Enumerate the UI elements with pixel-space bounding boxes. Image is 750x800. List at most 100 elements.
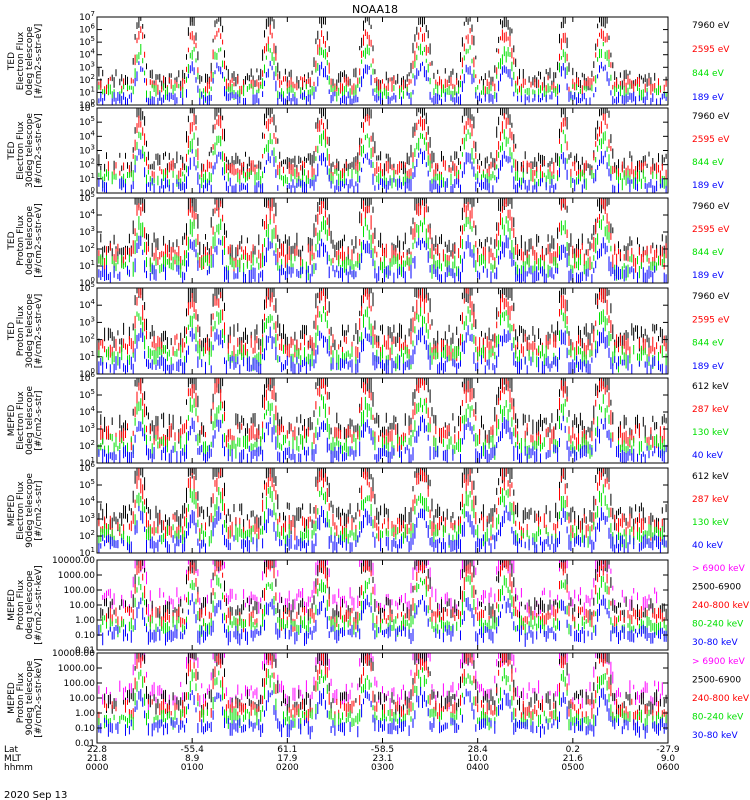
y-axis-label-line: Electron Flux [16,481,26,540]
y-axis-label-line: [#/cm2-s-str-eV] [34,24,44,99]
legend-entry: 189 eV [692,181,725,191]
y-tick-label: 106 [79,23,95,36]
y-tick-label: 104 [79,129,95,142]
legend-entry: 7960 eV [692,202,730,212]
y-axis-label-line: 0deg telescope [25,206,35,276]
legend-entry: 40 keV [692,451,724,461]
panel-7: 0.01 0.10 1.00 10.00 100.00 1000.00 10000.00 ME… [7,556,750,656]
legend-entry: 844 eV [692,158,725,168]
legend-entry: 80-240 keV [692,713,744,723]
x-tick-label-hhmm: 0400 [466,763,489,773]
legend-entry: 240-800 keV [692,601,750,611]
legend-entry: 2595 eV [692,315,730,325]
y-axis-label-line: TED [7,52,17,71]
x-tick-label-hhmm: 0100 [181,763,204,773]
x-tick-label-mlt: 9.0 [661,754,676,764]
trace-green [100,574,669,639]
y-tick-label: 0.01 [75,739,95,749]
y-axis-label-line: 30deg telescope [25,113,35,188]
trace-red [96,560,665,633]
x-tick-label-mlt: 17.9 [277,754,297,764]
trace-red [96,24,669,97]
y-axis-label-line: [#/cm2-s-str-keV] [34,565,44,644]
legend-entry: 7960 eV [692,21,730,31]
y-axis-label-line: Electron Flux [16,391,26,450]
y-tick-label: 1.00 [75,709,95,719]
y-axis-label-line: [#/cm2-s-str-eV] [34,203,44,278]
y-axis-label-line: [#/cm2-s-str-eV] [34,113,44,188]
y-axis-label-line: 0deg telescope [25,26,35,96]
x-tick-label-lat: 0.2 [566,745,580,755]
chart-title: NOAA18 [352,3,398,16]
legend-entry: > 6900 keV [692,564,746,574]
legend-entry: 7960 eV [692,292,730,302]
y-tick-label: 104 [79,405,95,418]
legend-entry: 844 eV [692,69,725,79]
y-tick-label: 10000.00 [52,649,95,659]
y-axis-label-line: Proton Flux [16,672,26,723]
y-axis-label-line: Proton Flux [16,579,26,630]
y-tick-label: 1.00 [75,616,95,626]
y-axis-label-line: 30deg telescope [25,293,35,368]
legend-entry: 844 eV [692,248,725,258]
y-axis-label-line: Electron Flux [16,121,26,180]
y-axis-label-line: [#/cm2-s-str-eV] [34,294,44,369]
y-axis-label-line: TED [7,231,17,250]
y-tick-label: 1000.00 [58,664,95,674]
legend-entry: 130 keV [692,428,729,438]
y-tick-label: 101 [79,350,95,363]
y-tick-label: 102 [79,333,95,346]
y-axis-label-line: MEPED [7,682,17,714]
trace-green [98,42,667,103]
y-tick-label: 102 [79,158,95,171]
legend-entry: 612 keV [692,472,729,482]
legend-entry: 2500-6900 [692,583,741,593]
y-tick-label: 107 [79,10,95,23]
y-axis-label-line: Electron Flux [16,31,26,90]
legend-entry: 287 keV [692,495,729,505]
legend-entry: 30-80 keV [692,731,738,741]
x-tick-label-lat: -27.9 [656,745,680,755]
y-axis-label-line: 90deg telescope [25,660,35,735]
y-axis-label-line: MEPED [7,405,17,437]
date-label: 2020 Sep 13 [4,790,67,800]
y-axis-label-line: MEPED [7,589,17,621]
legend-entry: 287 keV [692,405,729,415]
legend-entry: 40 keV [692,541,724,551]
legend-entry: 2595 eV [692,225,730,235]
legend-entry: 2500-6900 [692,676,741,686]
y-axis-label-line: MEPED [7,495,17,527]
y-tick-label: 101 [79,259,95,272]
y-tick-label: 102 [79,73,95,86]
legend-entry: 7960 eV [692,112,730,122]
legend-entry: 844 eV [692,339,725,349]
legend-entry: 189 eV [692,362,725,372]
x-tick-label-hhmm: 0300 [371,763,394,773]
legend-entry: 80-240 keV [692,620,744,630]
x-tick-label-lat: 61.1 [277,745,297,755]
y-tick-label: 103 [79,225,95,238]
x-tick-label-mlt: 21.8 [87,754,107,764]
y-tick-label: 105 [79,115,95,128]
axis-row-label: MLT [4,754,22,764]
x-tick-label-lat: 28.4 [468,745,488,755]
legend-entry: 189 eV [692,271,725,281]
x-tick-label-mlt: 21.6 [563,754,583,764]
y-tick-label: 104 [79,298,95,311]
y-tick-label: 103 [79,315,95,328]
legend-entry: 130 keV [692,518,729,528]
y-axis-label-line: Proton Flux [16,215,26,266]
y-tick-label: 103 [79,422,95,435]
y-axis-label-line: TED [7,141,17,160]
legend-entry: 30-80 keV [692,638,738,648]
legend-entry: > 6900 keV [692,657,746,667]
axis-row-label: Lat [4,745,19,755]
y-tick-label: 105 [79,388,95,401]
axis-row-label: hhmm [4,763,33,773]
